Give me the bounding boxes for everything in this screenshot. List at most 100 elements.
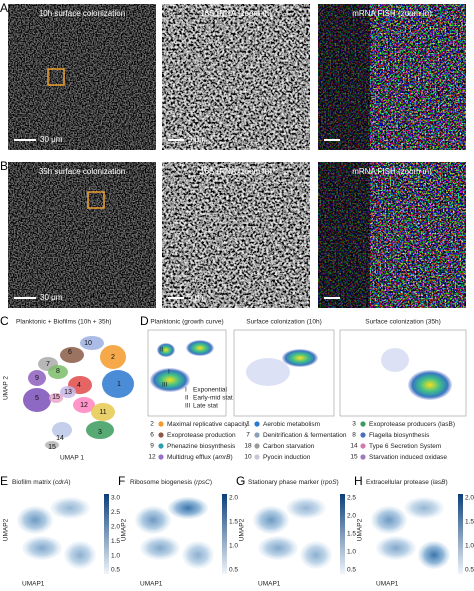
density [381,348,409,372]
panel-title-part: ) [337,479,339,486]
colorbar [222,494,227,574]
cluster-blob [28,370,46,386]
legend-number: 12 [148,454,156,461]
legend-text: Exoprotease producers (lasB) [369,421,455,428]
panel-title-part: ) [210,479,212,486]
cluster-number: 10 [84,340,92,347]
panel-title: Ribosome biogenesis (rpsC) [130,479,212,486]
image-texture [8,162,156,308]
legend-number: 10 [244,454,252,461]
panel-title-part: Biofilm matrix ( [12,479,56,486]
cluster-number: 4 [77,382,81,389]
panel-letter: A [0,1,8,15]
cluster-blob [52,422,72,438]
cluster-number: 6 [68,349,72,356]
density [246,358,290,386]
scale-bar-label: 30 μm [40,293,63,302]
panel-title-part: Extracellular protease ( [366,479,434,486]
colorbar-tick: 1.5 [111,538,120,545]
legend-text-part: ) [230,454,232,461]
legend-swatch [254,454,260,460]
legend-text-part: Aerobic metabolism [263,421,320,428]
legend-text-part: Exoprotease production [167,432,236,439]
phase-key-numeral: I [185,387,187,394]
legend-number: 2 [150,421,154,428]
image-texture [162,4,310,150]
x-axis-label: UMAP1 [376,581,399,588]
colorbar-tick: 2.5 [111,509,120,516]
legend-number: 3 [352,421,356,428]
cluster-number: 15 [52,394,60,401]
umap-blob [286,497,326,519]
panel-title-part: ) [446,479,448,486]
legend-swatch [254,421,260,427]
legend-number: 8 [352,432,356,439]
umap-blob [418,541,450,569]
colorbar-tick: 0.5 [347,567,356,574]
x-axis-label: UMAP1 [22,581,45,588]
legend-text-part: Denitrification & fermentation [263,432,347,439]
umap-blob [140,536,180,560]
panel-title-part: ) [68,479,70,486]
colorbar-tick: 1.0 [347,549,356,556]
colorbar-tick: 3.0 [111,495,120,502]
legend-text-part: Exoprotease producers (lasB) [369,421,455,428]
cluster-number: 13 [64,389,72,396]
umap-blob [300,541,332,569]
colorbar-tick: 0.5 [111,567,120,574]
umap-blob [258,536,298,560]
cluster-number: 14 [56,435,64,442]
cluster-number: 9 [35,375,39,382]
cluster-number: 11 [99,409,106,416]
colorbar-tick: 1.5 [347,531,356,538]
colorbar-tick: 0.5 [229,567,238,574]
y-axis-label: UMAP2 [3,518,10,541]
cluster-blob [45,441,59,449]
cluster-blob [48,365,68,379]
legend-swatch [254,443,260,449]
y-axis-label: UMAP2 [357,518,364,541]
legend-text-part: Pyocin induction [263,454,311,461]
density [157,343,175,357]
colorbar-tick: 0.5 [465,567,474,574]
legend-text: Phenazine biosynthesis [167,443,236,450]
scale-bar-label: 30 μm [40,135,63,144]
plot-title: Surface colonization (10h) [246,319,322,326]
y-axis-label: UMAP2 [121,518,128,541]
umap-blob [135,506,171,534]
legend-swatch [360,432,366,438]
density [282,349,318,367]
panel-title-part: rpoS [323,479,337,486]
image-shade [8,4,156,150]
colorbar-tick: 2.0 [111,524,120,531]
image-title: 16S rRNA (zoom-in) [200,167,272,176]
legend-number: 14 [350,443,358,450]
cluster-number: 15 [48,444,56,451]
legend-swatch [158,454,164,460]
umap-blob [371,506,407,534]
image-title: mRNA FISH (zoom-in) [352,167,432,176]
colorbar [340,494,345,574]
panel-title-part: lasB [433,479,446,486]
legend-number: 9 [150,443,154,450]
phase-numeral: III [162,382,168,389]
legend-text-part: Carbon starvation [263,443,315,450]
legend-text-part: Multidrug efflux ( [167,454,216,461]
legend-number: 18 [244,443,252,450]
legend-text: Exoprotease production [167,432,236,439]
cluster-blob [100,345,126,369]
panel-title: Extracellular protease (lasB) [366,479,448,486]
panel-letter: D [140,314,149,328]
x-axis-label: UMAP 1 [60,455,84,462]
image-texture [8,4,156,150]
panel-letter: H [354,474,363,488]
cluster-blob [91,403,115,421]
colorbar-tick: 1.0 [465,543,474,550]
image-shade [8,162,156,308]
umap-blob [168,497,208,519]
colorbar-tick: 1.0 [111,552,120,559]
panel-letter: G [236,474,245,488]
legend-swatch [360,454,366,460]
cluster-number: 2 [111,354,115,361]
umap-blob [22,536,62,560]
